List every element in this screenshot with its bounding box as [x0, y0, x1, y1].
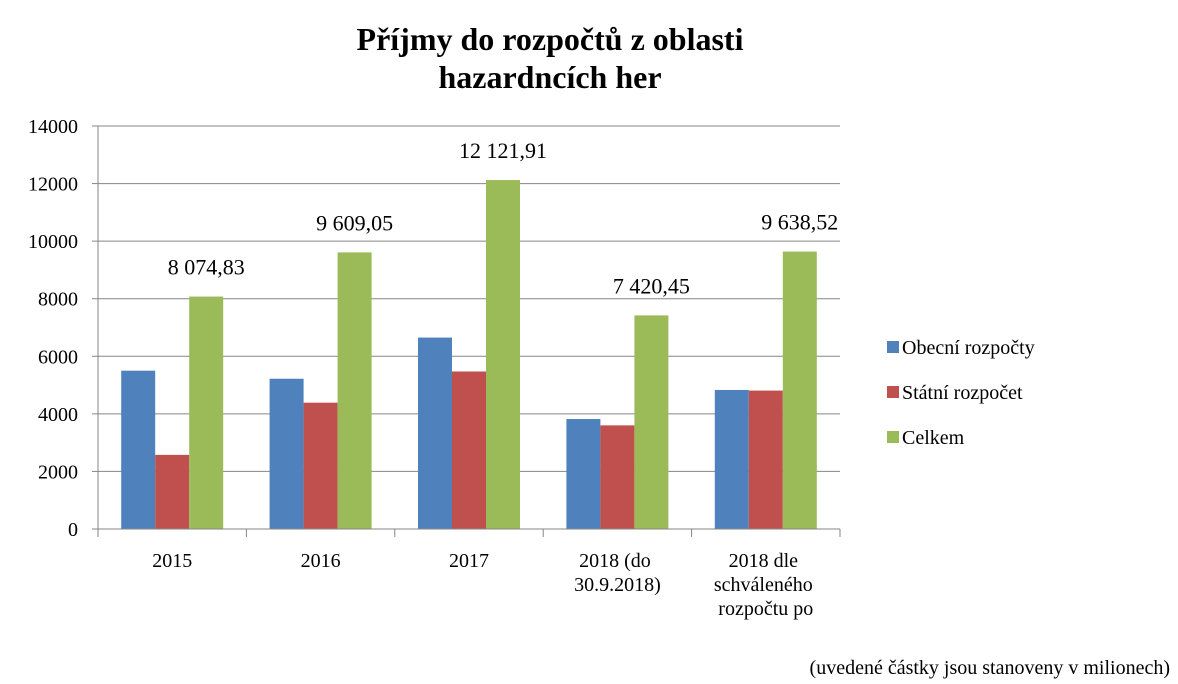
bar: [782, 251, 817, 529]
y-tick-label: 8000: [38, 289, 78, 311]
data-label: 8 074,83: [168, 255, 245, 280]
bar: [121, 370, 156, 529]
x-tick-label: 2015: [152, 550, 192, 572]
x-tick-label: 2016: [301, 550, 341, 572]
data-label: 12 121,91: [459, 138, 547, 163]
legend-label: Státní rozpočet: [902, 382, 1023, 404]
bar: [486, 180, 520, 529]
bar: [452, 371, 486, 529]
bar: [189, 296, 224, 529]
legend-swatch: [887, 341, 899, 353]
data-label: 9 638,52: [761, 210, 838, 235]
x-tick-label: 2018 (do 30.9.2018): [574, 550, 661, 596]
y-tick-label: 2000: [38, 461, 78, 483]
chart-title: hazardncích her: [438, 59, 661, 95]
bar: [303, 402, 338, 529]
bar: [600, 425, 635, 529]
legend-swatch: [887, 431, 899, 443]
data-label: 9 609,05: [316, 210, 393, 235]
y-tick-label: 6000: [38, 346, 78, 368]
y-tick-label: 12000: [28, 174, 78, 196]
x-tick-label: 2017: [449, 550, 489, 572]
bar: [337, 252, 372, 529]
bar: [155, 454, 190, 529]
note: (uvedené částky jsou stanoveny v milione…: [810, 657, 1170, 679]
bar: [634, 315, 669, 529]
bar: [714, 389, 749, 529]
y-tick-label: 14000: [28, 116, 78, 138]
y-tick-label: 4000: [38, 404, 78, 426]
legend-label: Obecní rozpočty: [902, 337, 1035, 359]
y-tick-label: 10000: [28, 231, 78, 253]
x-tick-label: 2018 dle schváleného rozpočtu po: [714, 550, 818, 620]
bar: [418, 337, 452, 529]
bar: [566, 419, 601, 529]
legend-swatch: [887, 386, 899, 398]
y-tick-label: 0: [68, 519, 78, 541]
data-label: 7 420,45: [613, 273, 690, 298]
bar: [748, 390, 783, 529]
bar: [269, 378, 304, 529]
legend-label: Celkem: [902, 427, 965, 449]
chart-title: Příjmy do rozpočtů z oblasti: [357, 21, 744, 57]
